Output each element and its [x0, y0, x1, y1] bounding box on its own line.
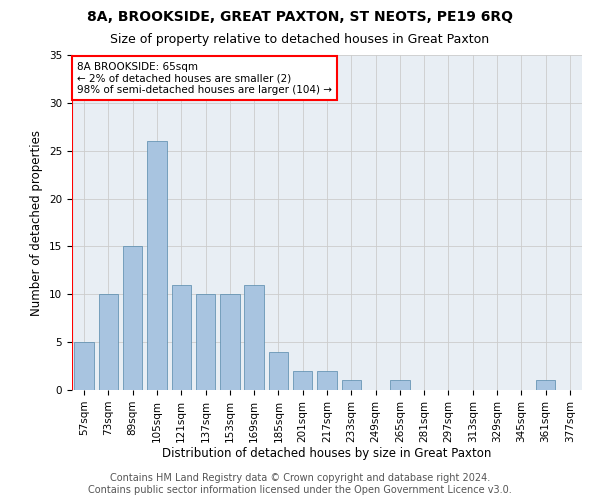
Bar	[244, 284, 264, 390]
Bar	[74, 342, 94, 390]
Bar	[536, 380, 555, 390]
Text: Size of property relative to detached houses in Great Paxton: Size of property relative to detached ho…	[110, 32, 490, 46]
Bar	[341, 380, 361, 390]
Bar	[123, 246, 142, 390]
Text: 8A BROOKSIDE: 65sqm
← 2% of detached houses are smaller (2)
98% of semi-detached: 8A BROOKSIDE: 65sqm ← 2% of detached hou…	[77, 62, 332, 95]
Text: 8A, BROOKSIDE, GREAT PAXTON, ST NEOTS, PE19 6RQ: 8A, BROOKSIDE, GREAT PAXTON, ST NEOTS, P…	[87, 10, 513, 24]
Text: Contains HM Land Registry data © Crown copyright and database right 2024.
Contai: Contains HM Land Registry data © Crown c…	[88, 474, 512, 495]
Bar	[220, 294, 239, 390]
Bar	[293, 371, 313, 390]
Y-axis label: Number of detached properties: Number of detached properties	[31, 130, 43, 316]
Bar	[147, 141, 167, 390]
Bar	[269, 352, 288, 390]
Bar	[317, 371, 337, 390]
Bar	[99, 294, 118, 390]
Bar	[390, 380, 410, 390]
Bar	[172, 284, 191, 390]
X-axis label: Distribution of detached houses by size in Great Paxton: Distribution of detached houses by size …	[163, 448, 491, 460]
Bar	[196, 294, 215, 390]
